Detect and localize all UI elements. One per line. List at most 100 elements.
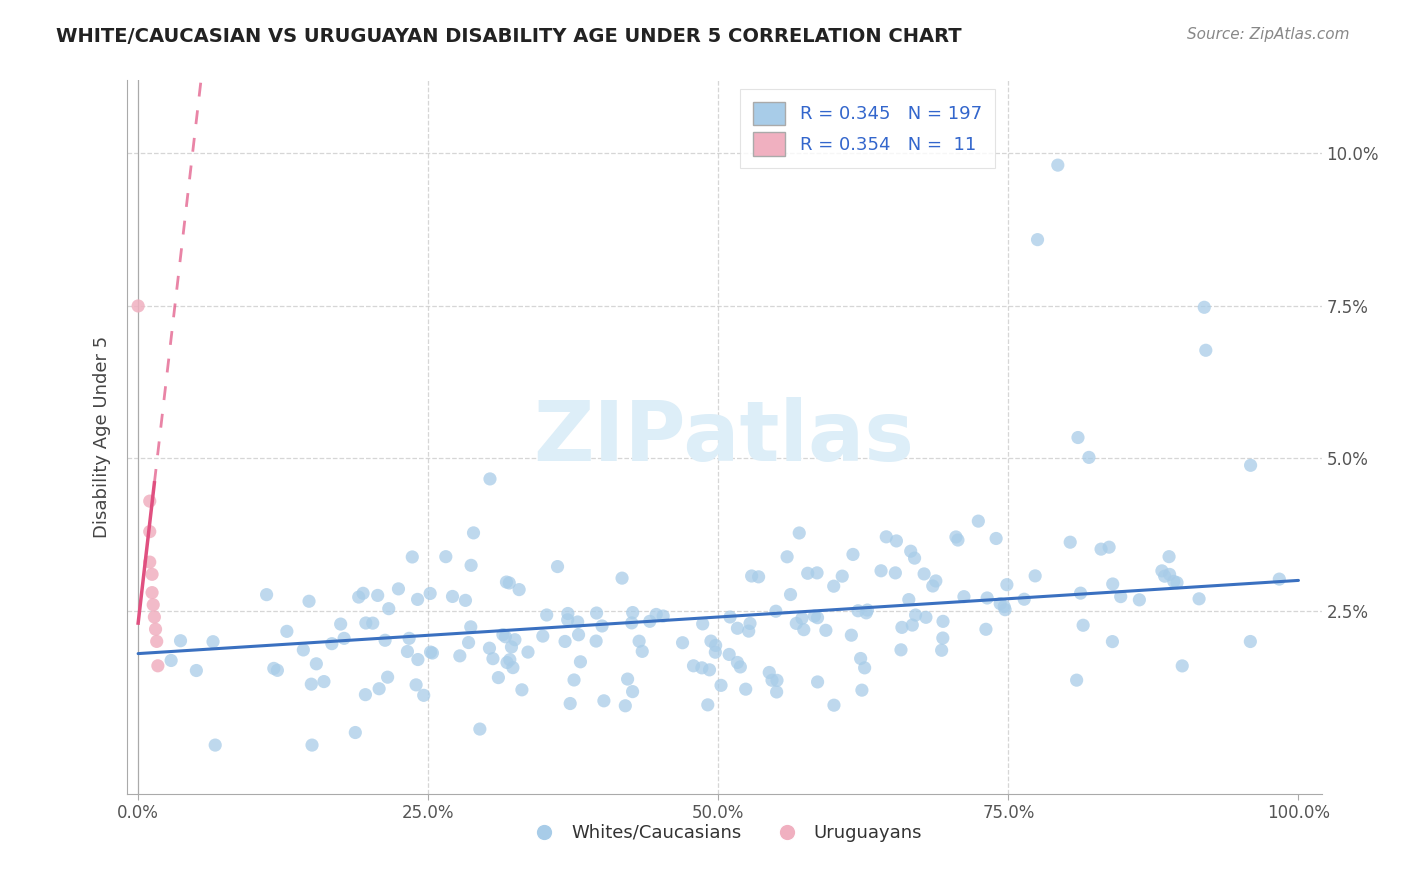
Point bbox=[374, 633, 396, 648]
Point bbox=[652, 609, 675, 624]
Point bbox=[738, 624, 761, 639]
Point bbox=[932, 631, 955, 645]
Point bbox=[492, 627, 515, 641]
Point bbox=[748, 570, 770, 584]
Point bbox=[169, 633, 191, 648]
Point bbox=[1046, 158, 1069, 172]
Point bbox=[704, 645, 727, 659]
Point bbox=[405, 678, 427, 692]
Point bbox=[870, 564, 893, 578]
Point bbox=[298, 594, 321, 608]
Point bbox=[932, 615, 955, 629]
Point bbox=[378, 601, 401, 615]
Point bbox=[718, 610, 741, 624]
Point bbox=[1239, 634, 1261, 648]
Point bbox=[967, 514, 990, 528]
Point bbox=[1024, 569, 1046, 583]
Point bbox=[946, 533, 969, 547]
Point bbox=[567, 615, 589, 629]
Y-axis label: Disability Age Under 5: Disability Age Under 5 bbox=[93, 336, 111, 538]
Point bbox=[931, 643, 953, 657]
Point bbox=[994, 603, 1017, 617]
Point bbox=[823, 579, 845, 593]
Point bbox=[160, 653, 183, 667]
Point bbox=[787, 526, 810, 541]
Point bbox=[974, 622, 997, 636]
Point bbox=[884, 566, 907, 580]
Point bbox=[790, 611, 813, 625]
Point bbox=[145, 622, 167, 636]
Point bbox=[146, 658, 169, 673]
Point bbox=[368, 681, 391, 696]
Point bbox=[806, 611, 828, 625]
Point bbox=[143, 610, 166, 624]
Point bbox=[621, 684, 644, 698]
Point bbox=[1101, 634, 1123, 648]
Point bbox=[699, 663, 721, 677]
Point bbox=[1128, 592, 1150, 607]
Point bbox=[890, 620, 912, 634]
Point bbox=[831, 569, 853, 583]
Point bbox=[1078, 450, 1101, 465]
Point bbox=[765, 604, 787, 618]
Point bbox=[610, 571, 633, 585]
Point bbox=[1157, 549, 1180, 564]
Point bbox=[499, 653, 522, 667]
Point bbox=[710, 678, 733, 692]
Point bbox=[396, 644, 419, 658]
Point bbox=[875, 530, 897, 544]
Point bbox=[354, 615, 377, 630]
Point bbox=[139, 555, 162, 569]
Point bbox=[953, 590, 976, 604]
Point bbox=[765, 685, 787, 699]
Point bbox=[454, 593, 477, 607]
Point bbox=[984, 532, 1007, 546]
Point bbox=[406, 592, 429, 607]
Point bbox=[463, 525, 485, 540]
Point bbox=[398, 632, 420, 646]
Point bbox=[441, 590, 464, 604]
Point bbox=[1109, 590, 1132, 604]
Point bbox=[725, 656, 748, 670]
Point bbox=[841, 628, 863, 642]
Point bbox=[347, 590, 370, 604]
Point bbox=[344, 725, 367, 739]
Point bbox=[1268, 572, 1291, 586]
Point bbox=[517, 645, 540, 659]
Point bbox=[758, 665, 780, 680]
Point bbox=[263, 661, 285, 675]
Point bbox=[718, 648, 741, 662]
Point bbox=[419, 645, 441, 659]
Point bbox=[671, 636, 693, 650]
Point bbox=[945, 530, 967, 544]
Point bbox=[496, 656, 519, 670]
Point bbox=[803, 609, 825, 624]
Point bbox=[508, 582, 530, 597]
Point bbox=[1163, 574, 1185, 589]
Point bbox=[1171, 659, 1194, 673]
Point bbox=[503, 632, 526, 647]
Legend: Whites/Caucasians, Uruguayans: Whites/Caucasians, Uruguayans bbox=[519, 817, 929, 849]
Point bbox=[631, 644, 654, 658]
Point bbox=[846, 604, 869, 618]
Point bbox=[585, 634, 607, 648]
Point bbox=[823, 698, 845, 713]
Point bbox=[738, 616, 761, 631]
Point bbox=[692, 616, 714, 631]
Point bbox=[495, 575, 517, 590]
Point bbox=[127, 299, 149, 313]
Point bbox=[141, 567, 163, 582]
Point bbox=[482, 651, 505, 665]
Point bbox=[1101, 577, 1123, 591]
Point bbox=[1239, 458, 1261, 473]
Point bbox=[897, 592, 920, 607]
Point bbox=[1026, 233, 1049, 247]
Point bbox=[460, 558, 482, 573]
Point bbox=[422, 646, 444, 660]
Point bbox=[700, 634, 723, 648]
Point bbox=[1059, 535, 1081, 549]
Point bbox=[856, 603, 879, 617]
Point bbox=[621, 606, 644, 620]
Point bbox=[510, 682, 533, 697]
Point bbox=[569, 655, 592, 669]
